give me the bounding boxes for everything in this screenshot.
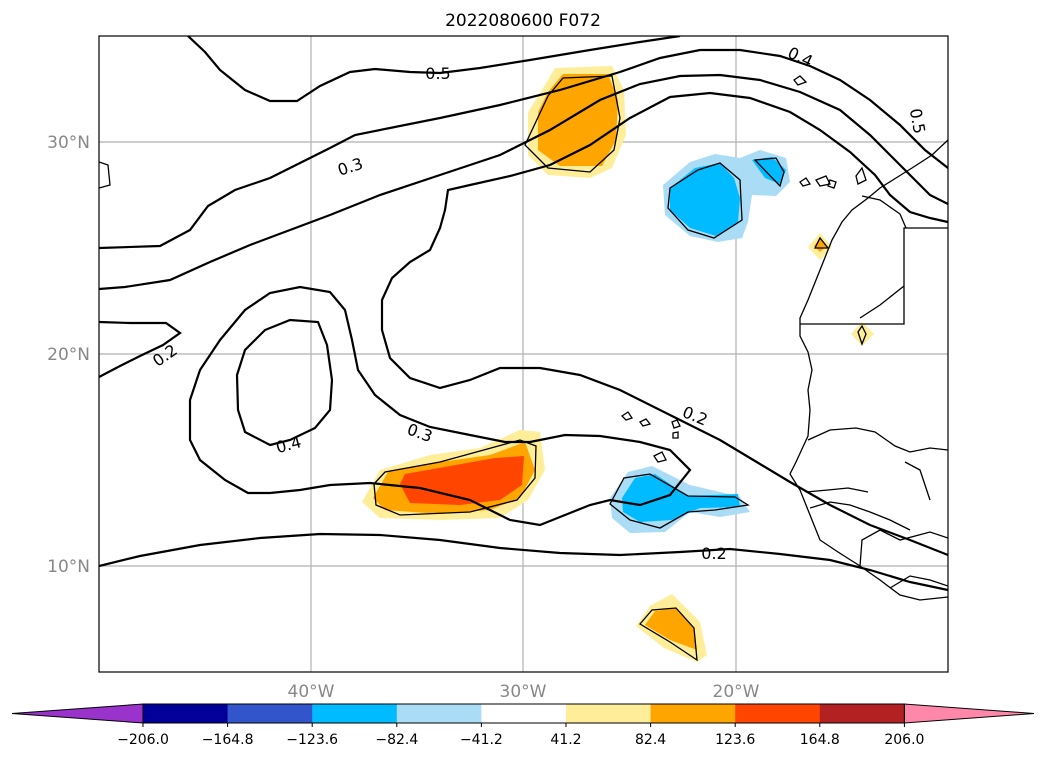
colorbar-tick-label: −123.6 xyxy=(286,732,338,748)
colorbar-segment xyxy=(481,704,567,723)
colorbar-tick-label: 41.2 xyxy=(550,732,581,748)
colorbar-segment xyxy=(143,704,229,723)
colorbar-segment xyxy=(312,704,398,723)
gridlines xyxy=(99,36,948,672)
lat-label: 10°N xyxy=(47,557,90,577)
colorbar-tick-label: −82.4 xyxy=(375,732,418,748)
colorbar-segment xyxy=(396,704,482,723)
map-title: 2022080600 F072 xyxy=(445,11,601,31)
colorbar-segment xyxy=(566,704,652,723)
colorbar-segment xyxy=(650,704,736,723)
colorbar-segment xyxy=(735,704,821,723)
map-frame xyxy=(98,35,949,673)
colorbar-frame xyxy=(142,703,905,724)
contour-label: 0.5 xyxy=(425,64,450,83)
anomaly-outlines xyxy=(373,75,867,662)
contour-label: 0.5 xyxy=(906,107,929,135)
colorbar-tick-label: 164.8 xyxy=(800,732,840,748)
colorbar-tick-label: 206.0 xyxy=(884,732,924,748)
colorbar-tick-label: −206.0 xyxy=(117,732,169,748)
colorbar-extend-min xyxy=(11,703,144,724)
colorbar-tick-label: −164.8 xyxy=(202,732,254,748)
lat-label: 20°N xyxy=(47,345,90,365)
map-area: 0.5 0.4 0.5 0.3 0.2 0.4 0.3 0.2 0.2 xyxy=(99,36,948,672)
lon-labels: 40°W 30°W 20°W xyxy=(288,682,760,702)
lon-label: 20°W xyxy=(713,682,760,702)
colorbar-extend-max xyxy=(903,703,1035,724)
coastlines xyxy=(99,75,948,601)
lon-label: 30°W xyxy=(500,682,547,702)
lon-label: 40°W xyxy=(288,682,335,702)
colorbar-tick-label: −41.2 xyxy=(460,732,503,748)
colorbar: −206.0 −164.8 −123.6 −82.4 −41.2 41.2 82.4 123.… xyxy=(11,703,1035,748)
colorbar-segment xyxy=(819,704,905,723)
lat-label: 30°N xyxy=(47,133,90,153)
colorbar-segment xyxy=(227,704,313,723)
contour-label: 0.2 xyxy=(701,544,726,563)
lat-labels: 30°N 20°N 10°N xyxy=(47,133,90,577)
shaded-anomalies xyxy=(362,66,874,662)
colorbar-tick-label: 82.4 xyxy=(635,732,666,748)
contour-lines xyxy=(99,36,948,592)
colorbar-tick-label: 123.6 xyxy=(715,732,755,748)
